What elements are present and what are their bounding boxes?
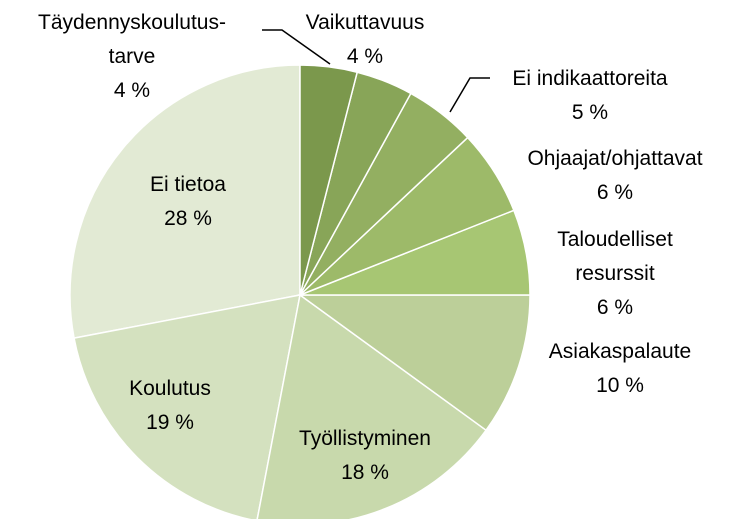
value-label: 4 % [346, 45, 384, 68]
slice-label: Koulutus 19 % [20, 372, 320, 440]
category-label: Vaikuttavuus [305, 11, 425, 34]
pie-slice [256, 293, 488, 519]
value-label: 6 % [596, 296, 634, 319]
category-label: Ei tietoa [150, 173, 226, 196]
leader-line [449, 77, 490, 113]
leader-line [262, 29, 331, 65]
category-label: Taloudelliset resurssit [557, 228, 673, 285]
category-label: Koulutus [129, 377, 211, 400]
slice-label: Ei tietoa 28 % [38, 168, 338, 236]
slice-label: Taloudelliset resurssit 6 % [465, 223, 731, 325]
slice-label: Vaikuttavuus 4 % [215, 6, 515, 74]
value-label: 28 % [164, 207, 212, 230]
slice-label: Ohjaajat/ohjattavat 6 % [465, 142, 731, 210]
value-label: 18 % [341, 461, 389, 484]
pie-slice [69, 64, 301, 339]
pie-slice [299, 64, 359, 296]
category-label: Täydennyskoulutus- tarve [38, 11, 226, 68]
slice-label: Työllistyminen 18 % [215, 422, 515, 490]
value-label: 19 % [146, 411, 194, 434]
slice-label: Täydennyskoulutus- tarve 4 % [0, 6, 282, 108]
pie-slice [73, 294, 301, 519]
category-label: Työllistyminen [299, 427, 431, 450]
value-label: 6 % [596, 181, 634, 204]
category-label: Ohjaajat/ohjattavat [527, 147, 703, 170]
pie-slice [297, 294, 531, 432]
slice-label: Asiakaspalaute 10 % [470, 335, 731, 403]
slice-label: Ei indikaattoreita 5 % [440, 62, 731, 130]
category-label: Ei indikaattoreita [512, 67, 668, 90]
value-label: 10 % [596, 374, 644, 397]
value-label: 5 % [571, 101, 609, 124]
category-label: Asiakaspalaute [548, 340, 692, 363]
value-label: 4 % [113, 79, 151, 102]
